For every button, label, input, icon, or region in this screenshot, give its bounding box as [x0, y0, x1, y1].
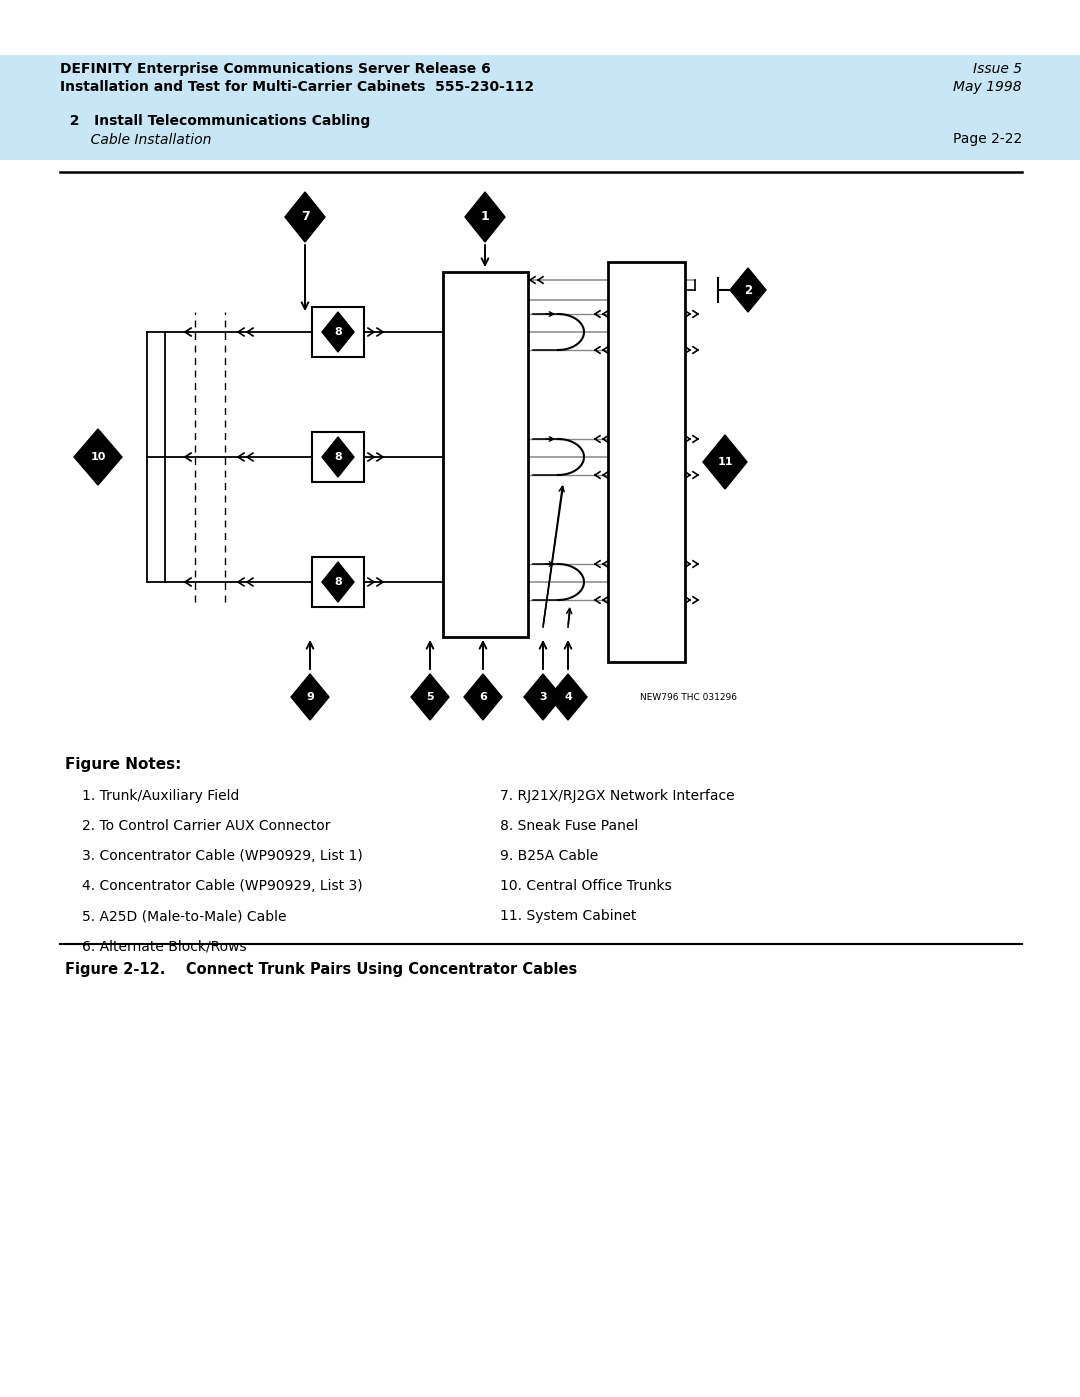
Text: 1: 1 — [481, 211, 489, 224]
Text: 2: 2 — [744, 284, 752, 296]
Text: 8. Sneak Fuse Panel: 8. Sneak Fuse Panel — [500, 819, 638, 833]
Polygon shape — [465, 191, 505, 242]
Text: 9. B25A Cable: 9. B25A Cable — [500, 849, 598, 863]
Bar — [312, 307, 364, 358]
Polygon shape — [322, 437, 354, 476]
Polygon shape — [464, 673, 502, 719]
Text: 3: 3 — [539, 692, 546, 703]
Bar — [312, 557, 364, 608]
Polygon shape — [322, 312, 354, 352]
Text: 5: 5 — [427, 692, 434, 703]
Polygon shape — [549, 673, 588, 719]
Text: May 1998: May 1998 — [954, 80, 1022, 94]
Polygon shape — [75, 429, 122, 485]
Polygon shape — [730, 268, 766, 312]
Text: Issue 5: Issue 5 — [973, 61, 1022, 75]
Text: 5. A25D (Male-to-Male) Cable: 5. A25D (Male-to-Male) Cable — [82, 909, 286, 923]
Text: 7: 7 — [300, 211, 309, 224]
Polygon shape — [703, 434, 747, 489]
Text: Installation and Test for Multi-Carrier Cabinets  555-230-112: Installation and Test for Multi-Carrier … — [60, 80, 535, 94]
Text: 2. To Control Carrier AUX Connector: 2. To Control Carrier AUX Connector — [82, 819, 330, 833]
Polygon shape — [322, 562, 354, 602]
Text: 6. Alternate Block/Rows: 6. Alternate Block/Rows — [82, 939, 246, 953]
Bar — [608, 263, 685, 662]
Text: NEW796 THC 031296: NEW796 THC 031296 — [640, 693, 737, 701]
Text: Cable Installation: Cable Installation — [60, 133, 212, 147]
Text: 4. Concentrator Cable (WP90929, List 3): 4. Concentrator Cable (WP90929, List 3) — [82, 879, 363, 893]
Text: 3. Concentrator Cable (WP90929, List 1): 3. Concentrator Cable (WP90929, List 1) — [82, 849, 363, 863]
Text: 11: 11 — [717, 457, 732, 467]
Text: 8: 8 — [334, 577, 342, 587]
Bar — [312, 432, 364, 482]
Bar — [443, 272, 528, 637]
Text: Page 2-22: Page 2-22 — [953, 133, 1022, 147]
Bar — [0, 54, 1080, 101]
Bar — [0, 101, 1080, 161]
Text: 7. RJ21X/RJ2GX Network Interface: 7. RJ21X/RJ2GX Network Interface — [500, 789, 734, 803]
Text: DEFINITY Enterprise Communications Server Release 6: DEFINITY Enterprise Communications Serve… — [60, 61, 490, 75]
Text: 8: 8 — [334, 453, 342, 462]
Text: 4: 4 — [564, 692, 572, 703]
Text: 10: 10 — [91, 453, 106, 462]
Text: Figure 2-12.    Connect Trunk Pairs Using Concentrator Cables: Figure 2-12. Connect Trunk Pairs Using C… — [65, 963, 577, 977]
Polygon shape — [411, 673, 449, 719]
Text: 10. Central Office Trunks: 10. Central Office Trunks — [500, 879, 672, 893]
Text: 11. System Cabinet: 11. System Cabinet — [500, 909, 636, 923]
Polygon shape — [285, 191, 325, 242]
Text: Figure Notes:: Figure Notes: — [65, 757, 181, 773]
Polygon shape — [291, 673, 329, 719]
Text: 2   Install Telecommunications Cabling: 2 Install Telecommunications Cabling — [60, 115, 370, 129]
Text: 9: 9 — [306, 692, 314, 703]
Text: 8: 8 — [334, 327, 342, 337]
Polygon shape — [524, 673, 562, 719]
Text: 1. Trunk/Auxiliary Field: 1. Trunk/Auxiliary Field — [82, 789, 240, 803]
Text: 6: 6 — [480, 692, 487, 703]
